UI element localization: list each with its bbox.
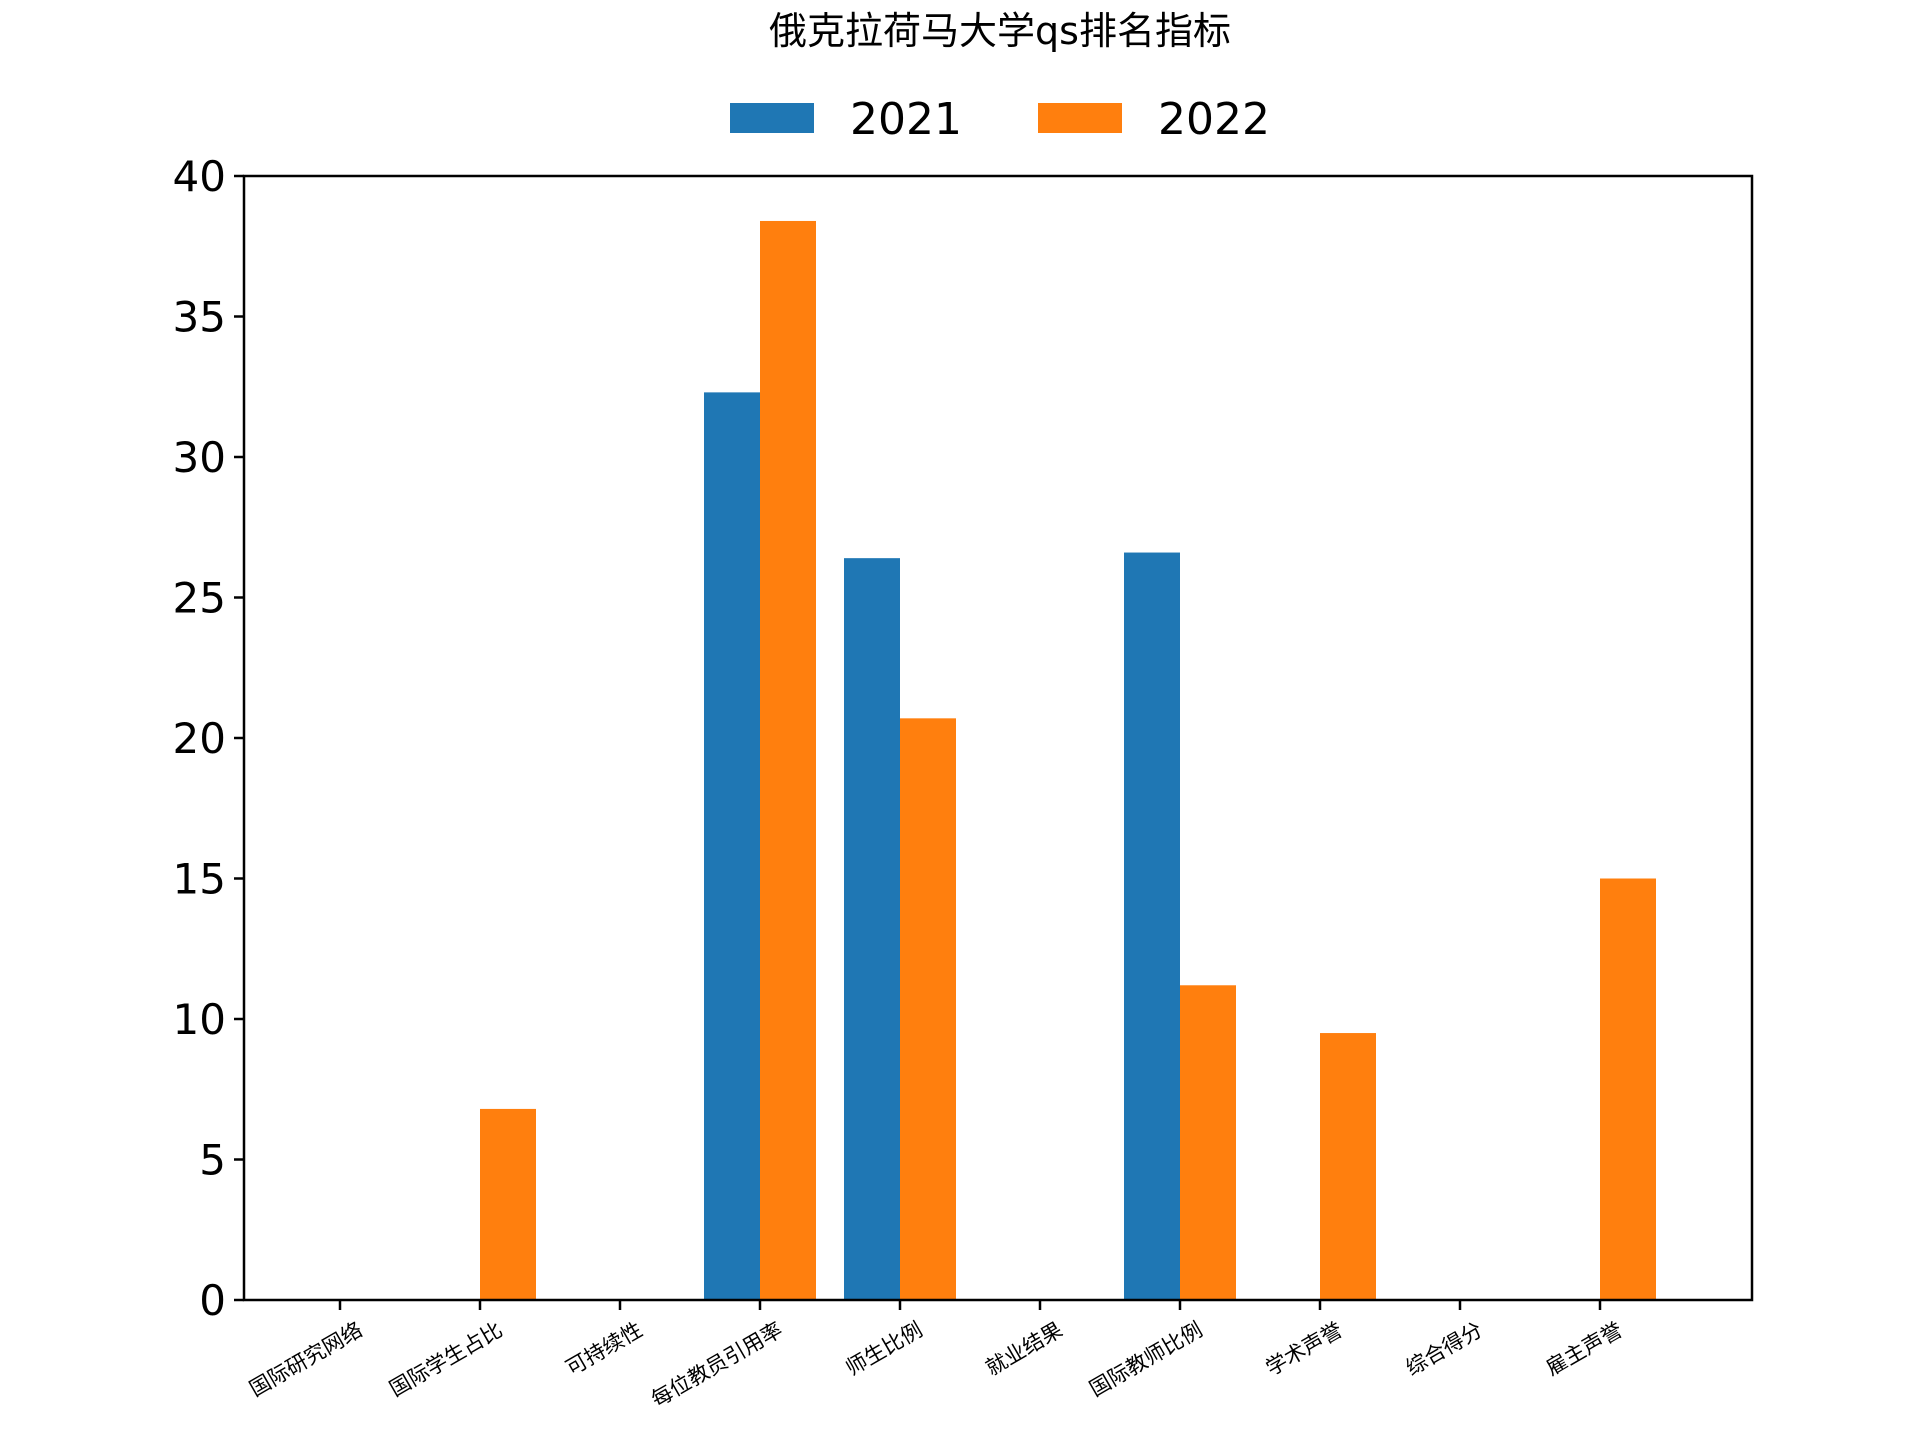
- bar-2021-5: [844, 558, 900, 1300]
- legend-swatch-2021: [730, 103, 814, 133]
- x-tick-label-2: 国际学生占比: [385, 1318, 506, 1402]
- bar-2022-4: [760, 220, 816, 1301]
- plot-area: 0 5 10 15 20 25 30 35 40 国际研究网络 国际学生占比 可持续性 每位教员引用率师…: [173, 152, 1754, 1412]
- legend-label-2022: 2022: [1158, 94, 1270, 145]
- y-tick-label-20: 20: [173, 714, 226, 763]
- legend: 2021 2022: [730, 94, 1270, 145]
- bar-2022-8: [1320, 1033, 1376, 1300]
- bar-2022-2: [480, 1108, 536, 1300]
- x-tick-label-3: 可持续性: [562, 1318, 647, 1381]
- x-tick-label-4: 每位教员引用率: [647, 1318, 786, 1412]
- x-tick-label-6: 就业结果: [982, 1318, 1067, 1381]
- y-tick-label-0: 0: [199, 1276, 226, 1325]
- bar-2022-5: [900, 718, 956, 1300]
- y-tick-label-10: 10: [173, 995, 226, 1044]
- plot-frame: [242, 174, 1754, 1302]
- x-tick-label-5: 师生比例: [842, 1318, 927, 1381]
- x-tick-label-1: 国际研究网络: [245, 1318, 366, 1402]
- y-tick-label-35: 35: [173, 293, 226, 342]
- y-tick-label-40: 40: [173, 152, 226, 201]
- legend-label-2021: 2021: [850, 94, 962, 145]
- y-tick-label-30: 30: [173, 433, 226, 482]
- legend-swatch-2022: [1038, 103, 1122, 133]
- x-tick-label-10: 雇主声誉: [1542, 1318, 1627, 1381]
- bar-2022-10: [1600, 878, 1656, 1300]
- x-tick-label-8: 学术声誉: [1262, 1318, 1347, 1381]
- y-tick-label-5: 5: [199, 1136, 226, 1185]
- y-tick-label-25: 25: [173, 574, 226, 623]
- chart-title: 俄克拉荷马大学qs排名指标: [769, 9, 1231, 53]
- x-tick-label-9: 综合得分: [1402, 1318, 1487, 1381]
- bar-2022-7: [1180, 985, 1236, 1300]
- y-tick-label-15: 15: [173, 855, 226, 904]
- bar-2021-7: [1124, 552, 1180, 1300]
- bar-2021-4: [704, 392, 760, 1300]
- x-tick-label-7: 国际教师比例: [1085, 1318, 1206, 1402]
